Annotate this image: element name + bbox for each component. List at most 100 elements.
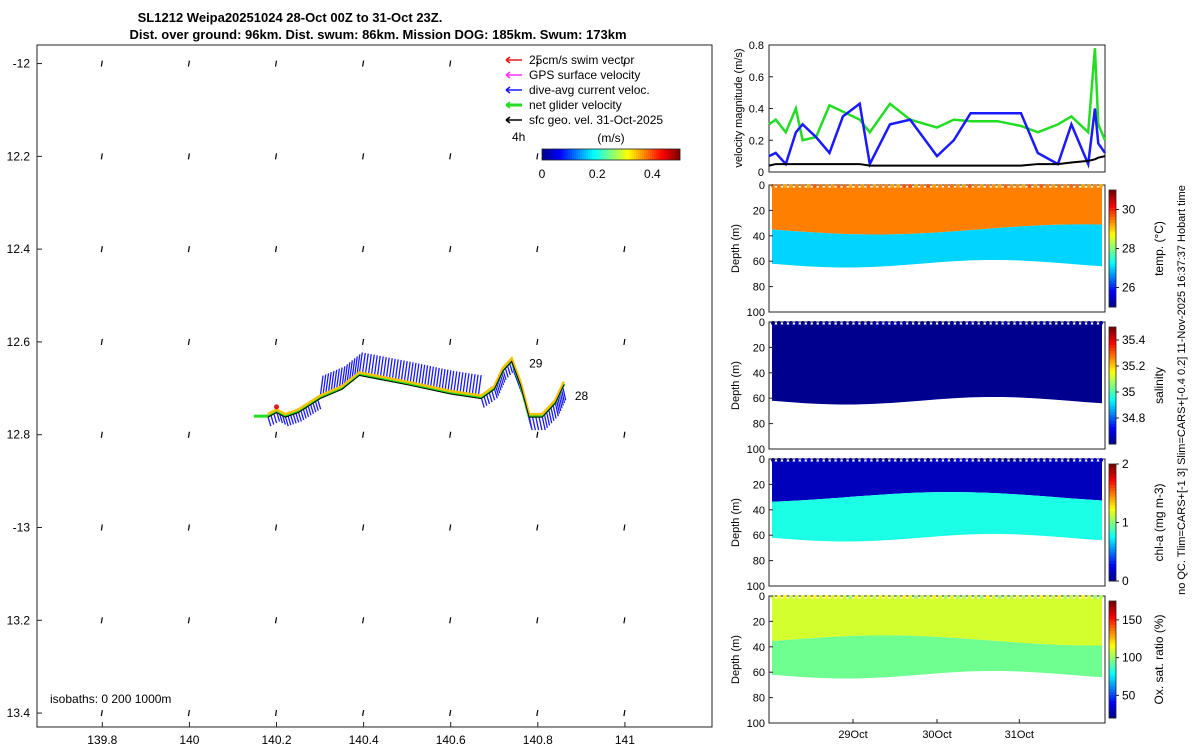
section-colorbar-cell bbox=[1109, 659, 1116, 663]
current-vector bbox=[327, 372, 332, 395]
geostrophic-arrow bbox=[100, 246, 103, 253]
current-vector bbox=[302, 408, 307, 419]
colorbar-cell bbox=[650, 149, 653, 160]
surface-dot bbox=[824, 321, 829, 325]
section-y-tick-label: 0 bbox=[759, 317, 765, 329]
section-colorbar-cell bbox=[1109, 534, 1116, 538]
surface-dot bbox=[860, 184, 865, 188]
map-x-tick-label: 140 bbox=[179, 733, 199, 747]
surface-dot bbox=[902, 458, 907, 462]
map-x-tick-label: 140.4 bbox=[349, 733, 379, 747]
surface-dot bbox=[1069, 321, 1074, 325]
surface-dot bbox=[1039, 321, 1044, 325]
surface-dot bbox=[997, 321, 1002, 325]
map-panel: 29 28 139.8 140 140.2 140.4 140.6 140.8 141 -12… bbox=[7, 44, 713, 747]
surface-dot bbox=[824, 184, 829, 188]
section-colorbar-tick-label: 35.2 bbox=[1122, 359, 1146, 373]
section-colorbar-cell bbox=[1109, 304, 1116, 308]
velocity-y-tick-label: 0.2 bbox=[749, 135, 764, 147]
surface-dot bbox=[932, 595, 937, 599]
colorbar-cell bbox=[632, 149, 635, 160]
section-colorbar-cell bbox=[1109, 578, 1116, 582]
surface-dot bbox=[961, 458, 966, 462]
chlorophyll-section: 0 20 40 60 80 100 Depth (m) 0 1 2 chl-a (mg m-3) bbox=[730, 454, 1166, 593]
surface-dot bbox=[926, 321, 931, 325]
surface-dot bbox=[776, 458, 781, 462]
section-colorbar-cell bbox=[1109, 569, 1116, 573]
surface-dot bbox=[1057, 321, 1062, 325]
map-y-tick-label: -13 bbox=[13, 521, 31, 535]
section-colorbar-cell bbox=[1109, 219, 1116, 223]
colorbar-cell bbox=[606, 149, 609, 160]
current-vector bbox=[319, 375, 324, 398]
colorbar-cell bbox=[670, 149, 673, 160]
section-colorbar-cell bbox=[1109, 665, 1116, 669]
surface-dot bbox=[902, 595, 907, 599]
section-colorbar-cell bbox=[1109, 475, 1116, 480]
surface-dot bbox=[943, 595, 948, 599]
surface-dot bbox=[1045, 184, 1050, 188]
section-colorbar-cell bbox=[1109, 441, 1116, 445]
section-colorbar-cell bbox=[1109, 715, 1116, 719]
surface-dot bbox=[1075, 595, 1080, 599]
colorbar-cell bbox=[566, 149, 569, 160]
section-colorbar-cell bbox=[1109, 662, 1116, 666]
section-colorbar-tick-label: 35 bbox=[1122, 385, 1136, 399]
geostrophic-arrow bbox=[536, 709, 539, 717]
colorbar-cell bbox=[666, 149, 669, 160]
surface-dot bbox=[800, 184, 805, 188]
surface-dot bbox=[997, 595, 1002, 599]
surface-dot bbox=[991, 184, 996, 188]
geostrophic-arrow bbox=[100, 153, 103, 160]
map-y-tick-label: 13.2 bbox=[7, 613, 31, 627]
current-vector bbox=[441, 369, 446, 392]
colorbar-cell bbox=[640, 149, 643, 160]
surface-dot bbox=[1093, 321, 1098, 325]
surface-dot bbox=[866, 321, 871, 325]
surface-dot bbox=[860, 458, 865, 462]
current-vector bbox=[409, 362, 414, 385]
surface-dot bbox=[848, 458, 853, 462]
map-y-tick-label: -12 bbox=[13, 57, 31, 71]
surface-dot bbox=[1093, 184, 1098, 188]
section-colorbar-cell bbox=[1109, 429, 1116, 433]
colorbar-cell bbox=[654, 149, 657, 160]
section-colorbar-cell bbox=[1109, 566, 1116, 570]
surface-dot bbox=[896, 458, 901, 462]
surface-dot bbox=[1009, 184, 1014, 188]
section-y-tick-label: 60 bbox=[753, 667, 765, 679]
section-colorbar-cell bbox=[1109, 359, 1116, 363]
section-colorbar-cell bbox=[1109, 426, 1116, 430]
surface-dot bbox=[949, 321, 954, 325]
section-colorbar-tick-label: 100 bbox=[1122, 651, 1142, 665]
geostrophic-arrow bbox=[623, 246, 626, 253]
surface-dot bbox=[842, 458, 847, 462]
current-vector bbox=[295, 412, 300, 423]
colorbar-cell bbox=[582, 149, 585, 160]
section-colorbar-cell bbox=[1109, 335, 1116, 340]
surface-dot bbox=[985, 184, 990, 188]
section-colorbar-tick-label: 34.8 bbox=[1122, 411, 1146, 425]
section-y-label: Depth (m) bbox=[730, 361, 742, 410]
surface-dot bbox=[812, 458, 817, 462]
current-vector bbox=[300, 409, 305, 421]
section-colorbar-cell bbox=[1109, 633, 1116, 637]
velocity-series-line bbox=[768, 48, 1107, 142]
geostrophic-arrow bbox=[274, 709, 278, 717]
section-y-tick-label: 80 bbox=[753, 419, 765, 431]
current-vector bbox=[534, 416, 540, 431]
surface-dot bbox=[1087, 458, 1092, 462]
section-y-label: Depth (m) bbox=[730, 635, 742, 684]
surface-dot bbox=[1069, 458, 1074, 462]
surface-dot bbox=[830, 458, 835, 462]
surface-dot bbox=[1033, 184, 1038, 188]
legend-label: sfc geo. vel. 31-Oct-2025 bbox=[529, 113, 663, 127]
section-layer bbox=[772, 224, 1102, 268]
section-colorbar-cell bbox=[1109, 379, 1116, 384]
section-colorbar-tick-label: 28 bbox=[1122, 242, 1136, 256]
geostrophic-arrow bbox=[623, 709, 626, 717]
surface-dot bbox=[955, 595, 960, 599]
section-colorbar-cell bbox=[1109, 274, 1116, 279]
section-colorbar-cell bbox=[1109, 230, 1116, 235]
